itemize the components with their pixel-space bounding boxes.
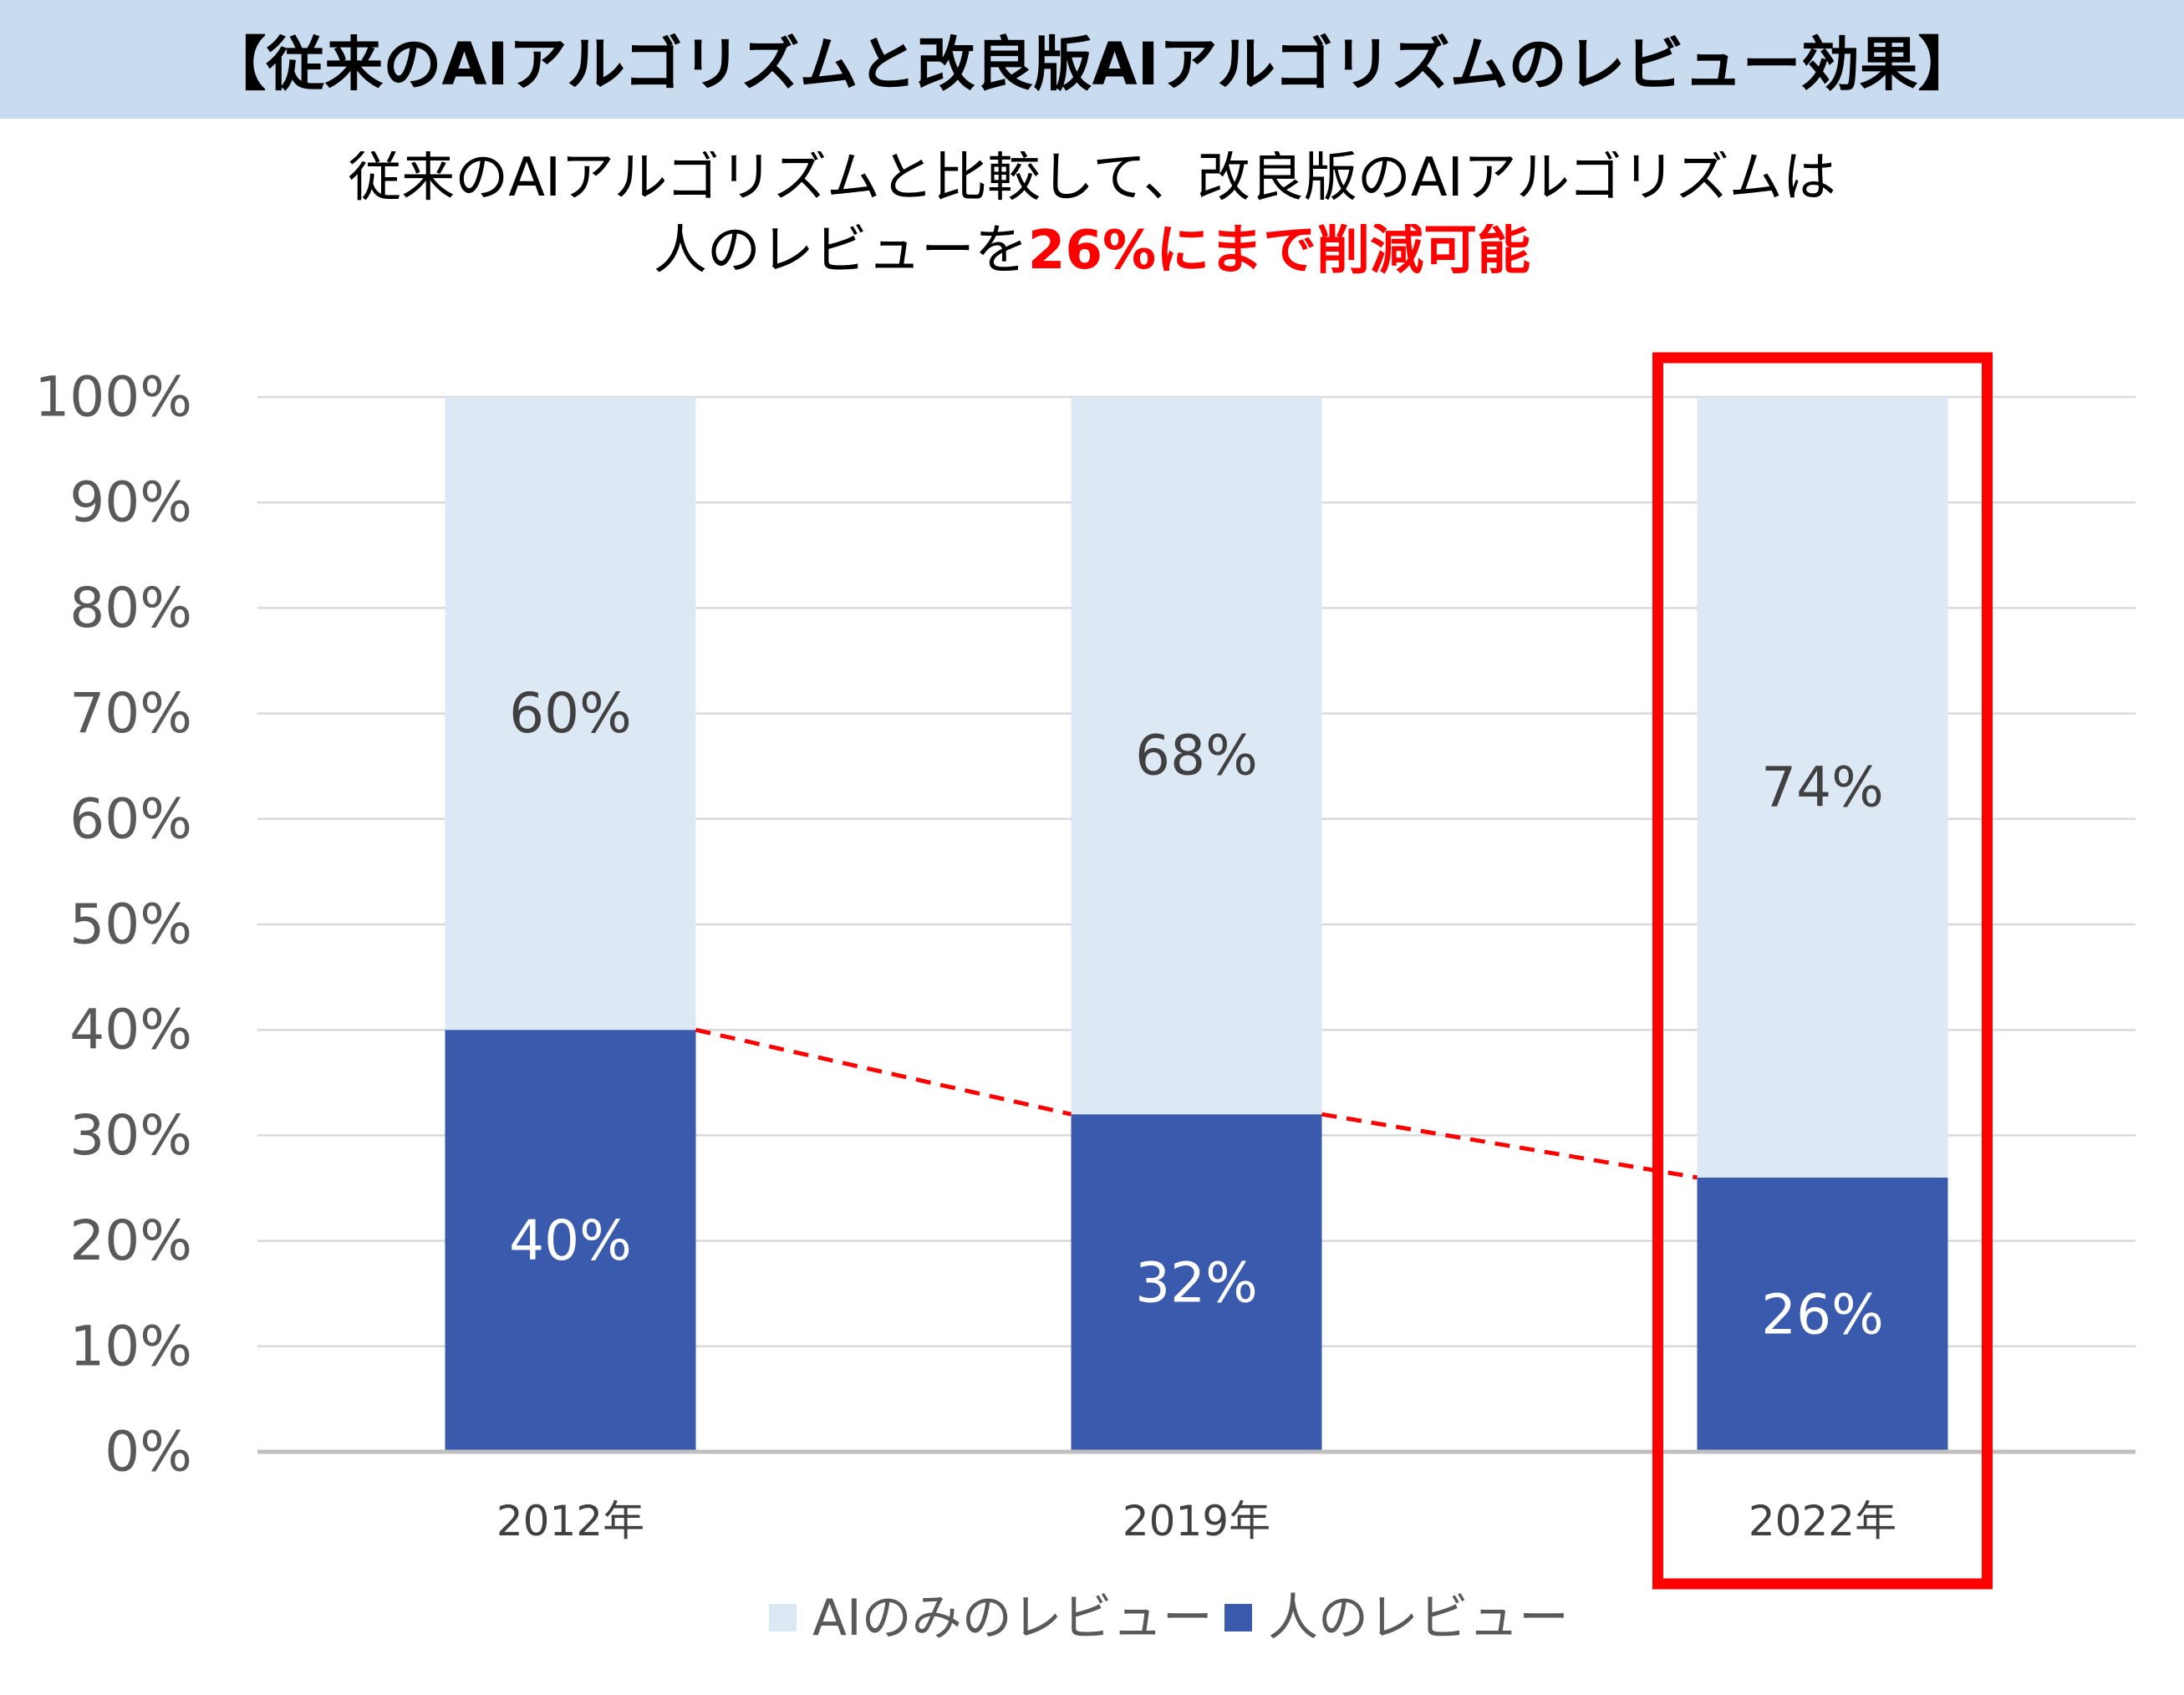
legend-item: 人のレビュー [1224, 1589, 1569, 1647]
data-label: 60% [509, 681, 632, 746]
x-tick-label: 2022年 [1749, 1497, 1896, 1545]
page-title: 【従来のAIアルゴリズムと改良版AIアルゴリズムのレビュー効果】 [207, 29, 1977, 99]
bar-segment [1071, 397, 1322, 1115]
y-tick-label: 40% [69, 998, 192, 1062]
subtitle-line-1: 従来のAIアルゴリズムと比較して、改良版のAIアルゴリズムは [348, 151, 1836, 205]
legend-label: AIのみのレビュー [812, 1589, 1213, 1647]
x-axis-labels: 2012年 2019年 2022年 [496, 1497, 1896, 1545]
trend-line-segment [1321, 1112, 1698, 1180]
bar-segment [1697, 1177, 1948, 1452]
legend-swatch [769, 1604, 797, 1631]
legend: AIのみのレビュー 人のレビュー [769, 1589, 1569, 1647]
trend-line [695, 1027, 1698, 1180]
bars [445, 397, 1948, 1452]
y-tick-label: 50% [69, 893, 192, 957]
subtitle-line-2: 人のレビューを26%にまで削減可能 [0, 224, 2184, 277]
y-tick-label: 70% [69, 681, 192, 746]
data-label: 40% [509, 1209, 632, 1273]
y-tick-label: 0% [104, 1420, 192, 1484]
y-tick-label: 80% [69, 576, 192, 640]
y-axis-labels: 0% 10% 20% 30% 40% 50% 60% 70% 80% 90% 100% [34, 365, 192, 1484]
highlight-box [1652, 352, 1993, 1590]
data-label: 32% [1135, 1251, 1258, 1316]
trend-line-segment [695, 1027, 1072, 1117]
data-label: 26% [1761, 1282, 1884, 1346]
y-tick-label: 20% [69, 1209, 192, 1273]
data-label: 68% [1135, 724, 1258, 788]
subtitle-highlight: 26%にまで削減可能 [1027, 224, 1531, 277]
y-tick-label: 100% [34, 365, 192, 430]
x-tick-label: 2019年 [1123, 1497, 1270, 1545]
y-tick-label: 90% [69, 471, 192, 535]
subtitle-line-2-text: 人のレビューを [653, 224, 1028, 277]
x-tick-label: 2012年 [496, 1497, 644, 1545]
y-tick-label: 60% [69, 786, 192, 851]
bar-segment [1697, 397, 1948, 1178]
bar-segment [445, 397, 696, 1031]
data-labels: 40% 60% 32% 68% 26% 74% [509, 681, 1884, 1346]
legend-label: 人のレビュー [1268, 1589, 1569, 1647]
data-label: 74% [1761, 755, 1884, 819]
legend-swatch [1224, 1604, 1252, 1631]
bar-segment [445, 1030, 696, 1452]
title-banner: 【従来のAIアルゴリズムと改良版AIアルゴリズムのレビュー効果】 [0, 0, 2184, 119]
legend-item: AIのみのレビュー [769, 1589, 1213, 1647]
y-tick-label: 30% [69, 1103, 192, 1168]
y-tick-label: 10% [69, 1314, 192, 1378]
bar-segment [1071, 1114, 1322, 1452]
